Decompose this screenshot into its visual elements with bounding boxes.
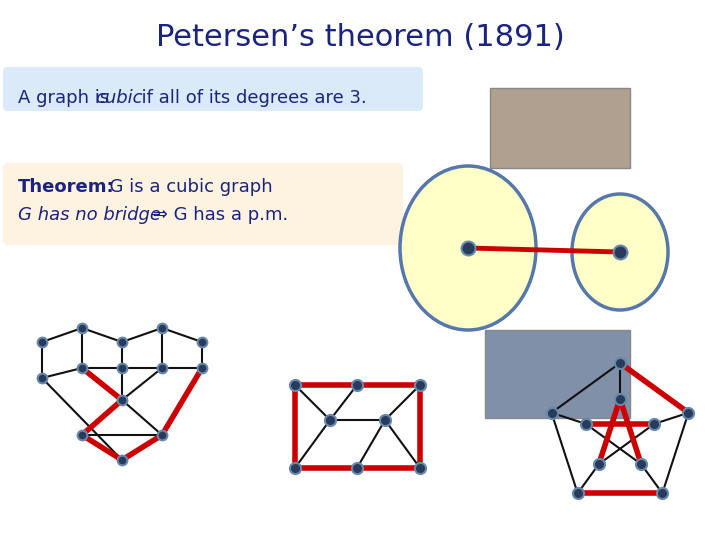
Text: cubic: cubic bbox=[95, 89, 143, 107]
FancyBboxPatch shape bbox=[3, 163, 403, 245]
Ellipse shape bbox=[572, 194, 668, 310]
Text: if all of its degrees are 3.: if all of its degrees are 3. bbox=[130, 89, 366, 107]
FancyBboxPatch shape bbox=[3, 67, 423, 111]
Ellipse shape bbox=[400, 166, 536, 330]
Text: A graph is: A graph is bbox=[18, 89, 115, 107]
Text: Petersen’s theorem (1891): Petersen’s theorem (1891) bbox=[156, 24, 564, 52]
FancyBboxPatch shape bbox=[485, 330, 630, 418]
FancyBboxPatch shape bbox=[490, 88, 630, 168]
Text: G has no bridge: G has no bridge bbox=[18, 206, 161, 224]
Text: G is a cubic graph: G is a cubic graph bbox=[98, 178, 273, 196]
Text: Theorem:: Theorem: bbox=[18, 178, 114, 196]
Text: ⇒ G has a p.m.: ⇒ G has a p.m. bbox=[147, 206, 288, 224]
